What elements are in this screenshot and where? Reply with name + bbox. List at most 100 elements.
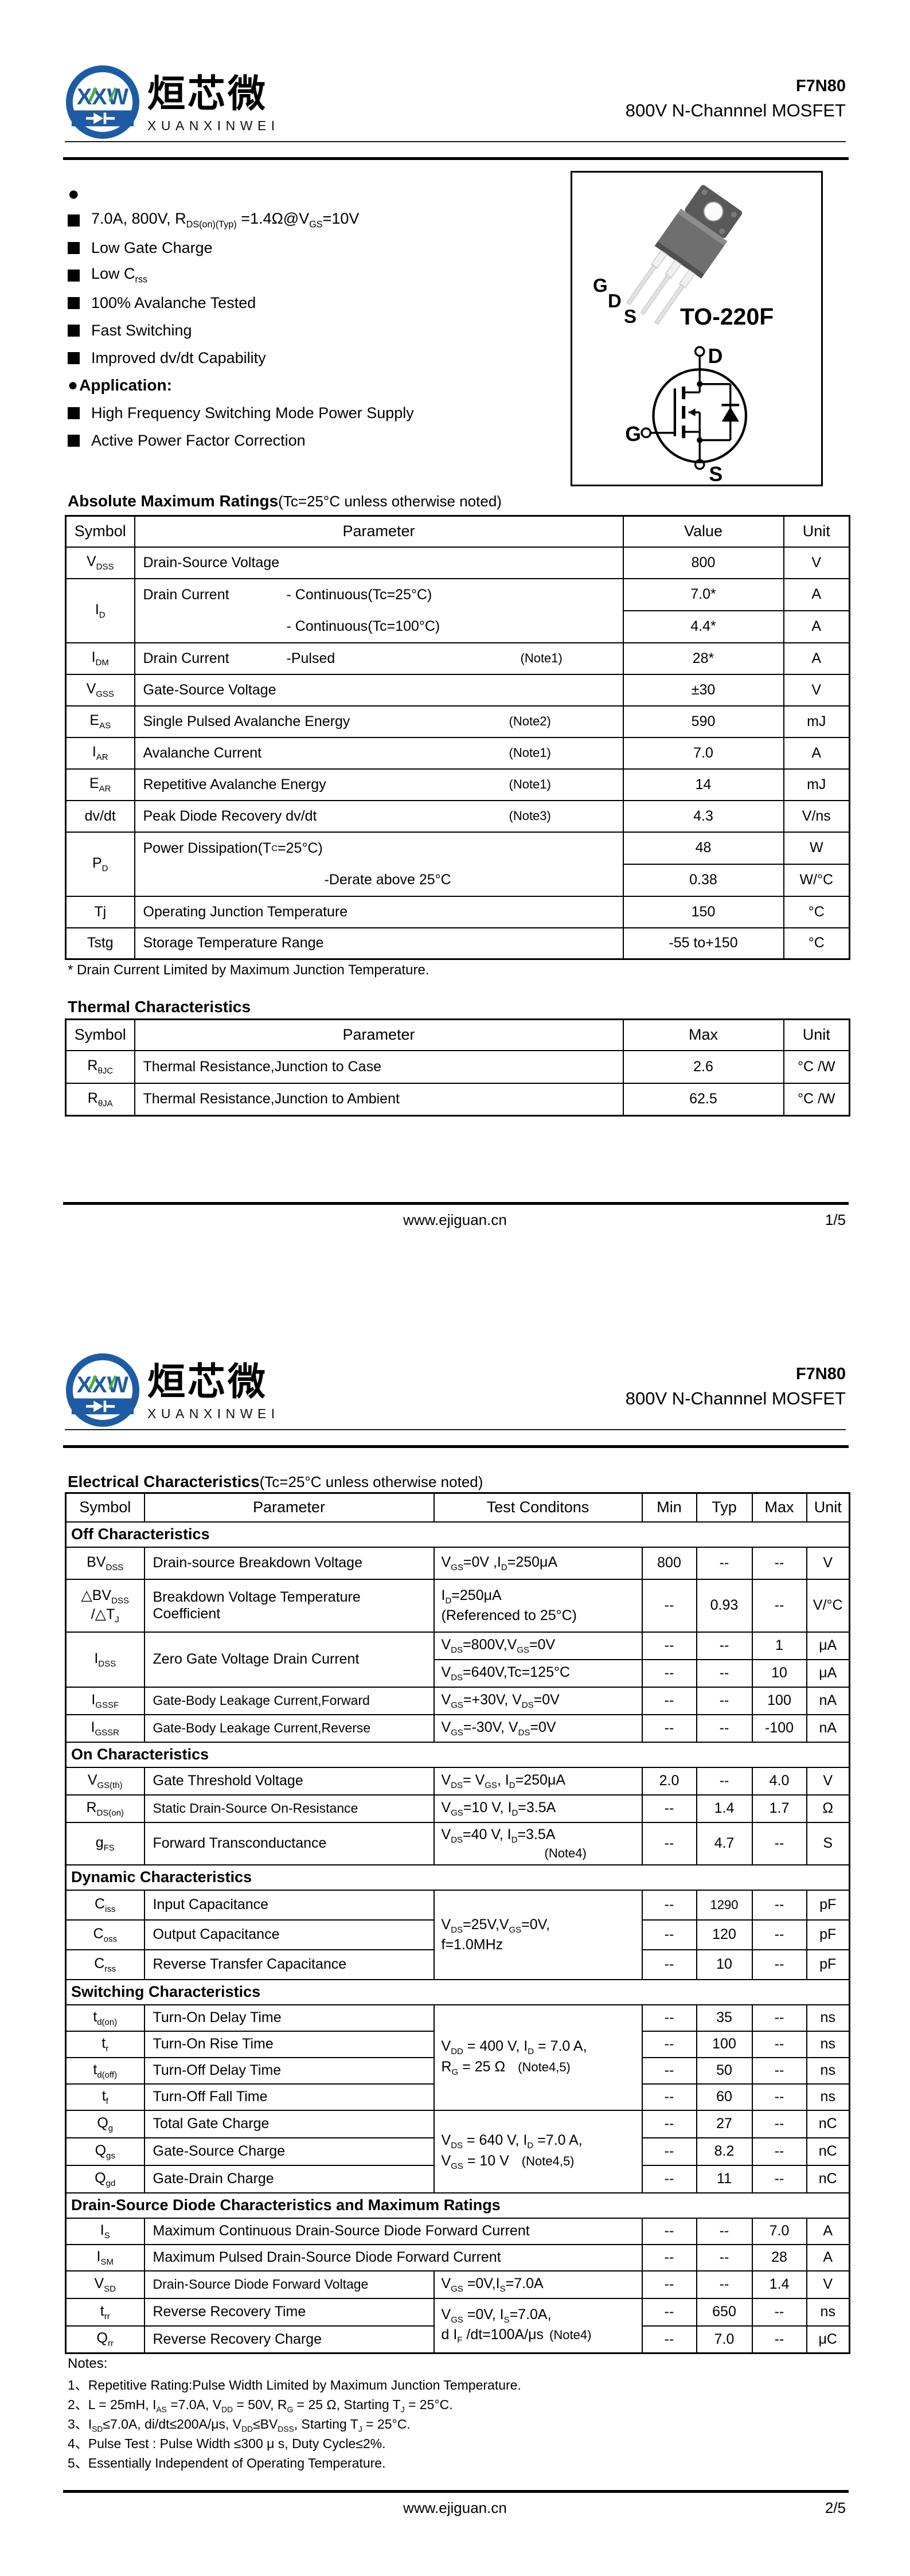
application-text: High Frequency Switching Mode Power Supp… bbox=[91, 404, 414, 421]
unit-cell: W bbox=[783, 831, 850, 865]
symbol-cell: VGSS bbox=[65, 673, 135, 707]
abs-max-table: Symbol Parameter Value Unit VDSS Drain-S… bbox=[65, 515, 850, 960]
table-row: EAR Repetitive Avalanche Energy (Note1) 1… bbox=[65, 768, 850, 801]
unit-cell: °C bbox=[783, 927, 850, 960]
table-row: Coss Output Capacitance -- 120 -- pF bbox=[65, 1919, 850, 1950]
logo-monogram: XXW bbox=[77, 1372, 129, 1398]
feature-text: Low Gate Charge bbox=[91, 239, 213, 256]
footer-website: www.ejiguan.cn bbox=[403, 2499, 507, 2516]
feature-text: 100% Avalanche Tested bbox=[91, 294, 256, 311]
table-row: dv/dt Peak Diode Recovery dv/dt (Note3) 4… bbox=[65, 799, 850, 833]
abs-max-footnote: * Drain Current Limited by Maximum Junct… bbox=[68, 962, 429, 978]
value-cell: ±30 bbox=[622, 673, 784, 707]
application-text: Active Power Factor Correction bbox=[91, 431, 306, 449]
section-row: Switching Characteristics bbox=[65, 1978, 850, 2005]
feature-text: 7.0A, 800V, RDS(on)(Typ) =1.4Ω@VGS=10V bbox=[91, 210, 360, 230]
section-row: Drain-Source Diode Characteristics and M… bbox=[65, 2192, 850, 2219]
parameter-cell: Thermal Resistance,Junction to Case bbox=[134, 1049, 624, 1084]
value-cell: 28* bbox=[622, 642, 784, 675]
package-pin-label-g: G bbox=[593, 275, 608, 296]
brand-logo: XXW 烜芯微 XUANXINWEI bbox=[65, 1352, 280, 1428]
unit-cell: A bbox=[783, 736, 850, 770]
header-rule-thin bbox=[65, 141, 846, 142]
brand-logo-icon: XXW bbox=[65, 65, 140, 139]
symbol-cell: dv/dt bbox=[65, 799, 135, 833]
package-figure: G D S TO-220F bbox=[571, 171, 823, 486]
unit-cell: °C bbox=[783, 895, 850, 928]
unit-cell: °C /W bbox=[783, 1049, 850, 1084]
table-row: Ciss Input Capacitance VDS=25V,VGS=0V, f=… bbox=[65, 1889, 850, 1980]
symbol-cell: RθJC bbox=[65, 1049, 135, 1084]
feature-item: Improved dv/dt Capability bbox=[68, 344, 561, 372]
elec-title: Electrical Characteristics(Tc=25°C unles… bbox=[68, 1473, 483, 1490]
page-header: XXW 烜芯微 XUANXINWEI F7N80 800V N-Channnel… bbox=[65, 1352, 846, 1433]
value-cell: 7.0 bbox=[622, 736, 784, 770]
mosfet-symbol: D G S bbox=[625, 345, 748, 484]
unit-cell: V bbox=[783, 546, 850, 579]
footer-page-number: 1/5 bbox=[825, 1211, 846, 1228]
electrical-characteristics-table: Symbol Parameter Test Conditons Min Typ … bbox=[65, 1492, 850, 2355]
symbol-cell: Tstg bbox=[65, 927, 135, 960]
table-row: IAR Avalanche Current (Note1) 7.0 A bbox=[65, 736, 850, 770]
features-bullet: ● bbox=[68, 183, 80, 205]
table-row: IGSSF Gate-Body Leakage Current,Forward … bbox=[65, 1686, 850, 1715]
table-row: Qgd Gate-Drain Charge -- 11 -- nC bbox=[65, 2164, 850, 2193]
feature-text: Fast Switching bbox=[91, 321, 192, 339]
table-row: tf Turn-Off Fall Time -- 60 -- ns bbox=[65, 2083, 850, 2111]
square-bullet-icon bbox=[68, 296, 80, 309]
package-pin-label-s: S bbox=[624, 306, 637, 327]
symbol-cell: IDM bbox=[65, 642, 135, 675]
feature-item: 7.0A, 800V, RDS(on)(Typ) =1.4Ω@VGS=10V bbox=[68, 206, 561, 234]
table-row: Crss Reverse Transfer Capacitance -- 10 … bbox=[65, 1949, 850, 1980]
table-row: td(on) Turn-On Delay Time VDD = 400 V, I… bbox=[65, 2004, 850, 2111]
application-item: High Frequency Switching Mode Power Supp… bbox=[68, 399, 561, 427]
table-row: △BVDSS/△TJ Breakdown Voltage Temperature… bbox=[65, 1578, 850, 1633]
value-cell: 800 bbox=[622, 546, 784, 579]
unit-cell: A bbox=[783, 577, 850, 611]
symbol-cell: EAR bbox=[65, 768, 135, 801]
header-rule-thin bbox=[65, 1429, 846, 1430]
square-bullet-icon bbox=[68, 407, 80, 419]
package-name: TO-220F bbox=[680, 303, 774, 330]
unit-cell: A bbox=[783, 610, 850, 643]
unit-cell: mJ bbox=[783, 768, 850, 801]
logo-monogram: XXW bbox=[77, 84, 129, 110]
symbol-cell: ID bbox=[65, 577, 135, 643]
brand-name-en: XUANXINWEI bbox=[147, 118, 280, 133]
note-item: 5、Essentially Independent of Operating T… bbox=[68, 2456, 386, 2470]
unit-cell: V bbox=[783, 673, 850, 707]
symbol-cell: EAS bbox=[65, 705, 135, 738]
table-row: RθJC Thermal Resistance,Junction to Case… bbox=[65, 1049, 850, 1084]
notes-heading: Notes: bbox=[68, 2356, 108, 2371]
value-cell: 7.0* bbox=[622, 577, 784, 611]
abs-max-title: Absolute Maximum Ratings(Tc=25°C unless … bbox=[68, 492, 502, 510]
parameter-cell: Drain Current - Continuous(Tc=25°C) - Con… bbox=[134, 577, 624, 643]
value-cell: 590 bbox=[622, 705, 784, 738]
table-row: trr Reverse Recovery Time VGS =0V, IS=7.… bbox=[65, 2297, 850, 2354]
parameter-cell: Drain-Source Voltage bbox=[134, 546, 624, 579]
table-row: ISM Maximum Pulsed Drain-Source Diode Fo… bbox=[65, 2243, 850, 2271]
symbol-label-s: S bbox=[709, 463, 722, 484]
value-cell: 62.5 bbox=[622, 1082, 784, 1117]
symbol-cell: VDSS bbox=[65, 546, 135, 579]
parameter-cell: Thermal Resistance,Junction to Ambient bbox=[134, 1082, 624, 1117]
datasheet-page-1: XXW 烜芯微 XUANXINWEI F7N80 800V N-Channnel… bbox=[63, 64, 850, 1228]
datasheet-page-2: XXW 烜芯微 XUANXINWEI F7N80 800V N-Channnel… bbox=[0, 1288, 910, 2576]
parameter-cell: Drain Current -Pulsed (Note1) bbox=[134, 642, 624, 675]
table-row: Qgs Gate-Source Charge -- 8.2 -- nC bbox=[65, 2137, 850, 2166]
table-row: Tj Operating Junction Temperature 150 °C bbox=[65, 895, 850, 928]
note-item: 3、ISD≤7.0A, di/dt≤200A/μs, VDD≤BVDSS, St… bbox=[68, 2417, 411, 2434]
page-header: XXW 烜芯微 XUANXINWEI F7N80 800V N-Channnel… bbox=[65, 64, 846, 145]
note-item: 1、Repetitive Rating:Pulse Width Limited … bbox=[68, 2378, 521, 2392]
part-number: F7N80 bbox=[795, 1365, 846, 1383]
table-row: RDS(on) Static Drain-Source On-Resistanc… bbox=[65, 1794, 850, 1823]
brand-name-cn: 烜芯微 bbox=[147, 72, 268, 115]
parameter-cell: Power Dissipation(T C =25°C) -Derate abov… bbox=[134, 831, 624, 897]
table-header-row: Symbol Parameter Max Unit bbox=[65, 1018, 850, 1051]
package-photo bbox=[626, 185, 743, 325]
table-row: VGS(th) Gate Threshold Voltage VDS= VGS,… bbox=[65, 1766, 850, 1796]
header-rule-thick bbox=[63, 1445, 849, 1448]
square-bullet-icon bbox=[68, 269, 80, 282]
unit-cell: W/°C bbox=[783, 863, 850, 897]
feature-item: Low Gate Charge bbox=[68, 234, 561, 261]
